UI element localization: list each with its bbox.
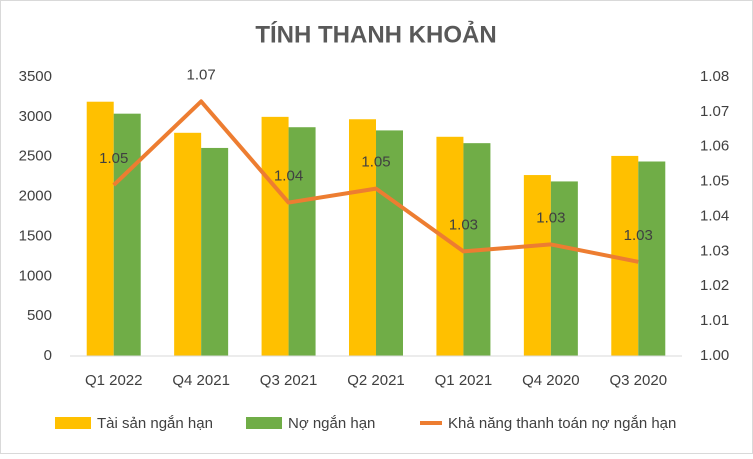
y2-tick-label: 1.04 xyxy=(700,207,729,224)
bar xyxy=(174,132,202,356)
bar xyxy=(261,116,289,356)
y2-tick-label: 1.00 xyxy=(700,347,729,364)
y2-tick-label: 1.01 xyxy=(700,312,729,329)
y-tick-label: 3000 xyxy=(19,108,52,125)
x-tick-label: Q3 2020 xyxy=(610,372,668,389)
y-tick-label: 2000 xyxy=(19,188,52,205)
y-tick-label: 0 xyxy=(44,347,52,364)
data-label: 1.04 xyxy=(274,168,303,185)
data-label: 1.07 xyxy=(187,66,216,83)
bar xyxy=(113,113,141,356)
x-tick-label: Q4 2021 xyxy=(172,372,230,389)
bar xyxy=(638,161,666,356)
y-tick-label: 500 xyxy=(27,307,52,324)
x-tick-label: Q1 2021 xyxy=(435,372,493,389)
y2-tick-label: 1.08 xyxy=(700,68,729,85)
legend-label: Tài sản ngắn hạn xyxy=(97,415,213,432)
legend-swatch xyxy=(246,417,282,429)
data-label: 1.05 xyxy=(99,150,128,167)
y2-tick-label: 1.03 xyxy=(700,242,729,259)
data-label: 1.03 xyxy=(624,227,653,244)
bar xyxy=(201,147,229,356)
line xyxy=(112,99,639,264)
bar xyxy=(523,175,551,356)
y2-tick-label: 1.07 xyxy=(700,103,729,120)
data-label: 1.05 xyxy=(361,154,390,171)
x-tick-label: Q3 2021 xyxy=(260,372,318,389)
x-tick-label: Q2 2021 xyxy=(347,372,405,389)
bar xyxy=(376,130,403,356)
chart-title: TÍNH THANH KHOẢN xyxy=(255,19,496,48)
y-tick-label: 2500 xyxy=(19,148,52,165)
x-tick-label: Q1 2022 xyxy=(85,372,143,389)
bar xyxy=(550,181,578,356)
y-tick-label: 1000 xyxy=(19,267,52,284)
legend-label: Khả năng thanh toán nợ ngắn hạn xyxy=(448,415,676,432)
bar xyxy=(349,119,376,357)
data-label: 1.03 xyxy=(536,209,565,226)
legend-swatch xyxy=(55,417,91,429)
x-tick-label: Q4 2020 xyxy=(522,372,580,389)
bar xyxy=(86,101,114,356)
y2-tick-label: 1.02 xyxy=(700,277,729,294)
y-tick-label: 1500 xyxy=(19,227,52,244)
data-label: 1.03 xyxy=(449,216,478,233)
legend-label: Nợ ngắn hạn xyxy=(288,415,375,432)
y-tick-label: 3500 xyxy=(19,68,52,85)
y2-tick-label: 1.06 xyxy=(700,138,729,155)
bar xyxy=(288,127,316,356)
y2-tick-label: 1.05 xyxy=(700,173,729,190)
